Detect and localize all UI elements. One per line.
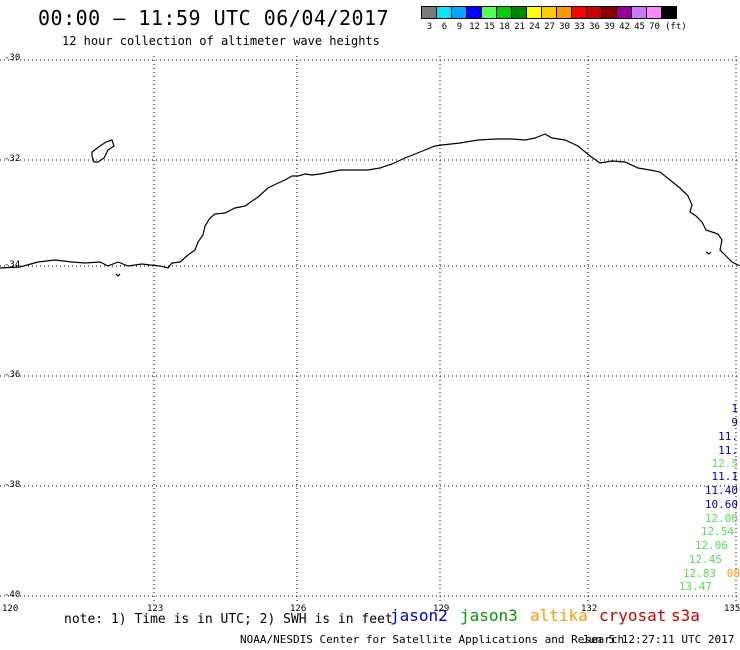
color-scale-label: 12 [469, 22, 480, 32]
wave-height-value: 11.40 [704, 484, 738, 497]
wave-height-value: 12.06 [704, 512, 738, 525]
chart-title: 00:00 – 11:59 UTC 06/04/2017 [38, 6, 390, 30]
legend-s3a: s3a [671, 606, 700, 625]
wave-height-value: 11. [718, 444, 738, 457]
legend-jason3: jason3 [460, 606, 518, 625]
legend-altika: altika [530, 606, 588, 625]
wave-height-value: 08 [726, 567, 740, 580]
wave-height-value: 12.54 [700, 525, 734, 538]
color-scale-label: 3 [426, 22, 433, 32]
wave-height-value: 11.1 [711, 470, 739, 483]
lon-label: 129 [433, 604, 450, 614]
small-island-east [705, 251, 712, 255]
generated-timestamp: Jun 5 12:27:11 UTC 2017 [582, 633, 735, 646]
color-scale-label: 42 [619, 22, 630, 32]
lon-gridlines [153, 56, 737, 604]
color-scale-label: 39 [604, 22, 615, 32]
lon-label: 132 [581, 604, 598, 614]
island-outline [91, 139, 115, 163]
lat-label: -38 [4, 480, 21, 490]
wave-height-value: 12.83 [682, 567, 716, 580]
color-swatch [661, 6, 677, 19]
color-scale-label: 36 [589, 22, 600, 32]
coastline [0, 133, 740, 269]
lat-label: -34 [4, 260, 21, 270]
legend-jason2: jason2 [390, 606, 448, 625]
color-scale-unit: (ft) [665, 22, 687, 32]
color-scale-label: 18 [499, 22, 510, 32]
color-scale-label: 70 [649, 22, 660, 32]
lat-label: -36 [4, 370, 21, 380]
color-scale-label: 21 [514, 22, 525, 32]
color-scale-label: 30 [559, 22, 570, 32]
legend-cryosat: cryosat [599, 606, 667, 625]
wave-height-value: 10.60 [704, 498, 738, 511]
lat-gridlines [0, 59, 740, 597]
color-scale-label: 15 [484, 22, 495, 32]
color-scale-labels: 3 6 9 12 15 18 21 24 27 30 33 36 39 42 45 70 (ft) [422, 22, 687, 32]
color-scale-label: 9 [456, 22, 463, 32]
color-scale-label: 6 [441, 22, 448, 32]
wave-height-value: 12.45 [688, 553, 722, 566]
lon-label: 135 [724, 604, 740, 614]
footer-note: note: 1) Time is in UTC; 2) SWH is in fe… [64, 612, 393, 627]
wave-height-value: 1 [731, 402, 738, 415]
wave-height-value: 12.06 [694, 539, 728, 552]
wave-height-value: 11. [718, 430, 738, 443]
lon-label: 126 [290, 604, 307, 614]
wave-height-value: 13.47 [678, 580, 712, 593]
lat-label: -32 [4, 154, 21, 164]
small-island-south [115, 273, 121, 277]
color-scale-label: 45 [634, 22, 645, 32]
color-scale-bar [421, 6, 677, 19]
wave-height-value: 12.5 [711, 457, 739, 470]
lat-label: -30 [4, 53, 21, 63]
credit-text: NOAA/NESDIS Center for Satellite Applica… [240, 633, 625, 646]
color-scale-label: 27 [544, 22, 555, 32]
lon-label: 123 [147, 604, 164, 614]
wave-height-value: 9 [731, 416, 738, 429]
color-scale-label: 33 [574, 22, 585, 32]
lon-label: 120 [2, 604, 19, 614]
chart-subtitle: 12 hour collection of altimeter wave hei… [62, 34, 380, 48]
lat-label: -40 [4, 590, 21, 600]
color-scale-label: 24 [529, 22, 540, 32]
